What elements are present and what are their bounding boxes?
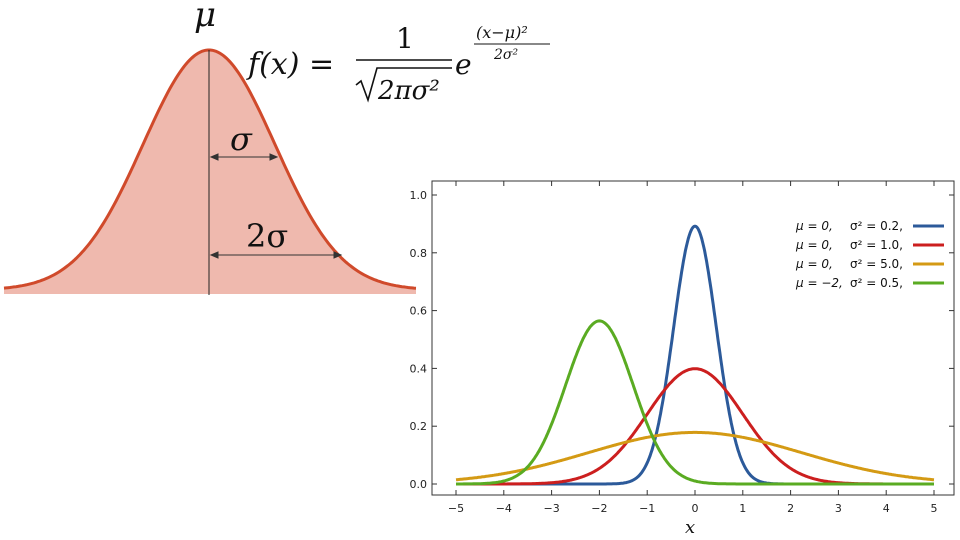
x-axis-label: x xyxy=(685,517,695,538)
x-axis: −5 −4 −3 −2 −1 0 1 2 3 4 5 xyxy=(448,181,938,515)
x-tick-label: 1 xyxy=(739,502,746,515)
x-tick-label: −3 xyxy=(543,502,559,515)
y-tick-label: 0.2 xyxy=(410,420,428,433)
x-tick-label: 4 xyxy=(883,502,890,515)
normal-pdf-chart: 0.0 0.2 0.4 0.6 0.8 1.0 −5 −4 −3 −2 −1 0 1 2 3 4 5 x μ … xyxy=(410,180,955,538)
legend-variance-label: σ² = 5.0, xyxy=(850,257,903,271)
series-line xyxy=(455,430,935,482)
legend-variance-label: σ² = 0.5, xyxy=(850,276,903,290)
legend-mu-label: μ = 0, xyxy=(795,257,833,271)
x-tick-label: 2 xyxy=(787,502,794,515)
formula-denominator: 2πσ² xyxy=(377,76,440,106)
series-lines xyxy=(455,224,935,486)
legend-variance-label: σ² = 1.0, xyxy=(850,238,903,252)
bell-curve-line xyxy=(3,48,417,290)
x-tick-label: 3 xyxy=(835,502,842,515)
x-tick-label: −1 xyxy=(639,502,655,515)
formula-exp-base: e xyxy=(455,48,472,81)
legend-mu-label: μ = −2, xyxy=(795,276,843,290)
x-tick-label: 5 xyxy=(931,502,938,515)
legend: μ = 0, σ² = 0.2, μ = 0, σ² = 1.0, μ = 0, σ² =… xyxy=(795,219,944,290)
y-tick-label: 0.4 xyxy=(410,362,428,375)
x-tick-label: −4 xyxy=(496,502,512,515)
y-tick-label: 0.8 xyxy=(410,247,428,260)
x-tick-label: −5 xyxy=(448,502,464,515)
legend-mu-label: μ = 0, xyxy=(795,219,833,233)
x-tick-label: −2 xyxy=(591,502,607,515)
bell-curve-fill xyxy=(4,50,416,294)
y-axis: 0.0 0.2 0.4 0.6 0.8 1.0 xyxy=(410,189,954,491)
legend-variance-label: σ² = 0.2, xyxy=(850,219,903,233)
sigma-arrow xyxy=(209,153,279,161)
two-sigma-arrow xyxy=(209,251,343,259)
y-tick-label: 1.0 xyxy=(410,189,428,202)
y-tick-label: 0.0 xyxy=(410,478,428,491)
x-tick-label: 0 xyxy=(692,502,699,515)
bell-curve-diagram: μ σ 2σ xyxy=(3,0,417,295)
formula-exp-denominator: 2σ² xyxy=(493,47,518,63)
formula-numerator: 1 xyxy=(396,22,414,55)
y-tick-label: 0.6 xyxy=(410,305,428,318)
formula-exp-numerator: (x−μ)² xyxy=(476,23,528,42)
sigma-label: σ xyxy=(230,120,253,158)
pdf-formula: f(x) = 1 2πσ² e (x−μ)² 2σ² xyxy=(246,22,550,106)
plot-frame xyxy=(431,180,955,496)
two-sigma-label: 2σ xyxy=(246,217,288,255)
sqrt-sign xyxy=(355,67,452,103)
series-line xyxy=(456,319,934,486)
mean-label: μ xyxy=(194,0,216,35)
formula-lhs: f(x) = xyxy=(246,47,334,82)
legend-mu-label: μ = 0, xyxy=(795,238,833,252)
